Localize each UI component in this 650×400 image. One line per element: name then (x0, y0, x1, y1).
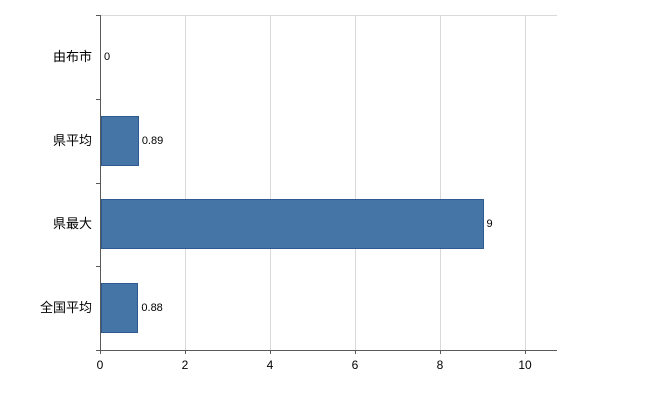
y-axis-tick (96, 15, 100, 16)
bar-value-label: 9 (486, 218, 493, 231)
vertical-gridline (270, 15, 271, 350)
x-axis-line (100, 350, 557, 351)
x-tick-label: 6 (351, 358, 359, 372)
vertical-gridline (185, 15, 186, 350)
bar-value-label: 0.88 (141, 302, 163, 315)
y-axis-tick (96, 266, 100, 268)
x-tick-label: 10 (518, 358, 532, 372)
top-gridline (100, 15, 557, 16)
vertical-gridline (440, 15, 441, 350)
x-axis-tick (100, 350, 101, 354)
bar-value-label: 0 (104, 50, 111, 63)
category-label: 県最大 (52, 216, 92, 232)
x-axis-tick (525, 350, 526, 354)
category-label: 由布市 (52, 48, 92, 64)
y-axis-tick (96, 182, 100, 184)
vertical-gridline (355, 15, 356, 350)
y-axis-tick (96, 350, 100, 351)
bar-value-label: 0.89 (141, 134, 164, 147)
x-axis-tick (355, 350, 356, 354)
bar (101, 283, 139, 334)
category-label: 県平均 (52, 132, 92, 148)
category-label: 全国平均 (39, 300, 92, 316)
x-tick-label: 2 (181, 358, 189, 372)
x-axis-tick (270, 350, 271, 354)
x-tick-label: 4 (266, 358, 274, 372)
vertical-gridline (525, 15, 526, 350)
y-axis-line (100, 15, 101, 351)
x-axis-tick (440, 350, 441, 354)
x-axis-tick (185, 350, 186, 354)
x-tick-label: 0 (96, 358, 104, 372)
y-axis-tick (96, 98, 100, 100)
bar (101, 199, 484, 250)
bar (101, 115, 139, 166)
x-tick-label: 8 (436, 358, 444, 372)
